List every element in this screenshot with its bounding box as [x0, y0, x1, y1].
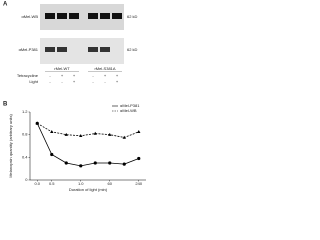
- sign: +: [73, 73, 76, 78]
- x-tick-label: 60: [108, 181, 113, 186]
- sign: -: [61, 79, 63, 84]
- bands: [45, 47, 110, 52]
- sign: +: [104, 73, 107, 78]
- marker: [137, 130, 141, 134]
- y-tick-label: 0.4: [22, 154, 28, 159]
- series-line: [36, 123, 139, 167]
- group-label: rMel-S381A: [94, 66, 115, 71]
- marker: [122, 135, 126, 139]
- x-tick-label: 0.0: [34, 181, 40, 186]
- marker: [108, 161, 112, 165]
- y-tick-label: 1.2: [22, 109, 28, 114]
- marker: [79, 164, 83, 168]
- x-tick-label: 0.5: [49, 181, 55, 186]
- x-axis-title: Duration of light (min): [69, 187, 108, 192]
- blot-label: αMel-P381: [19, 47, 39, 52]
- y-tick-label: 0.8: [22, 132, 28, 137]
- figure: A αMel-WB 62 kD αMel-P381 62 kD rMel-WT …: [3, 2, 146, 192]
- x-tick-label: 1.0: [78, 181, 84, 186]
- marker: [108, 132, 112, 136]
- sign: -: [49, 79, 51, 84]
- marker: [93, 161, 97, 165]
- y-axis-title: Melanopsin quantity (arbitrary units): [8, 114, 13, 178]
- panel-label: A: [3, 2, 8, 8]
- sign: +: [116, 73, 119, 78]
- sign: +: [61, 73, 64, 78]
- sign: +: [73, 79, 76, 84]
- panel-label: B: [3, 102, 8, 108]
- blot-label: αMel-WB: [21, 14, 38, 19]
- sign: -: [104, 79, 106, 84]
- sign: -: [49, 73, 51, 78]
- sign: -: [92, 73, 94, 78]
- marker: [35, 121, 39, 125]
- marker: [50, 130, 54, 134]
- marker: [122, 162, 126, 166]
- row-label: Light: [29, 79, 39, 84]
- row-label: Tetracycline: [17, 73, 39, 78]
- marker: [50, 152, 54, 157]
- marker: [93, 131, 97, 135]
- bands: [45, 13, 122, 19]
- y-tick-label: 0: [25, 177, 28, 182]
- marker: [64, 132, 68, 136]
- legend-label: αMel-P381: [120, 103, 140, 108]
- marker: [137, 156, 141, 161]
- marker: [64, 161, 68, 165]
- size-label: 62 kD: [127, 47, 138, 52]
- series-line: [37, 122, 139, 138]
- size-label: 62 kD: [127, 14, 138, 19]
- marker: [79, 134, 83, 137]
- group-label: rMel-WT: [54, 66, 70, 71]
- sign: +: [116, 79, 119, 84]
- legend-label: αMel-WB: [120, 108, 137, 113]
- sign: -: [92, 79, 94, 84]
- x-tick-label: 240: [135, 181, 142, 186]
- page: A αMel-WB 62 kD αMel-P381 62 kD rMel-WT …: [3, 1, 146, 193]
